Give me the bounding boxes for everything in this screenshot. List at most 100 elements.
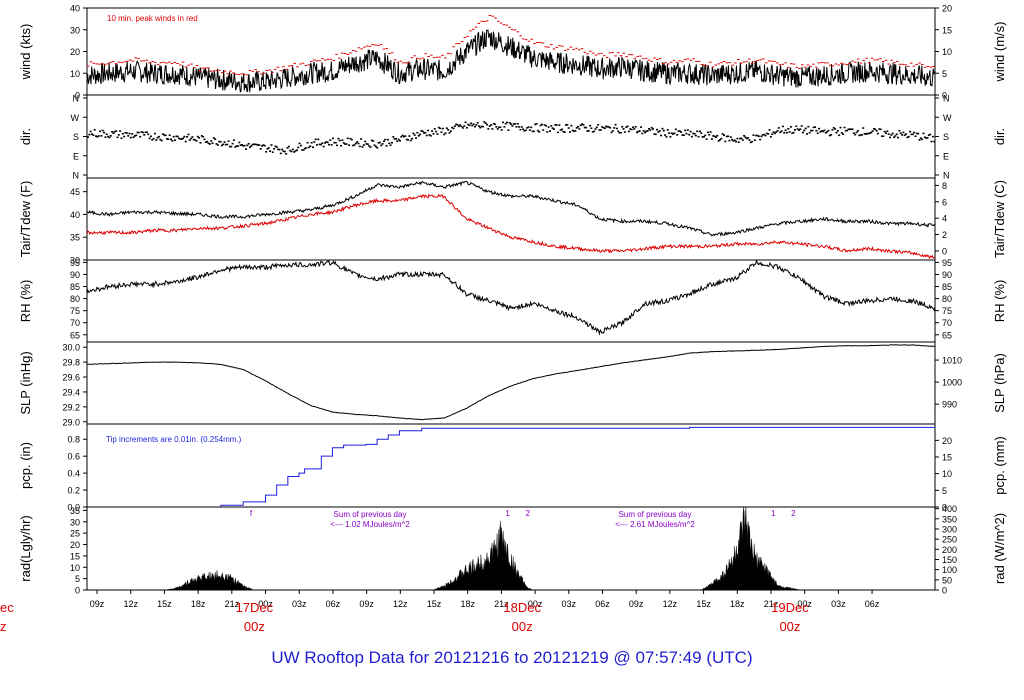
direction-dot [752, 134, 755, 136]
direction-dot [476, 122, 479, 124]
y-tick-label-right: 5 [942, 486, 947, 496]
direction-dot [353, 144, 356, 146]
direction-dot [637, 130, 640, 133]
direction-dot [507, 129, 510, 132]
y-tick-label-right: 5 [942, 69, 947, 79]
direction-dot [556, 131, 559, 134]
direction-dot [143, 134, 146, 136]
direction-dot [92, 134, 95, 137]
direction-dot [579, 124, 582, 127]
direction-dot [721, 133, 724, 135]
direction-dot [461, 127, 464, 129]
direction-dot [615, 127, 618, 130]
direction-dot [91, 133, 94, 136]
direction-dot [702, 135, 705, 138]
y-tick-label-left: 0.2 [67, 486, 80, 496]
direction-dot [188, 139, 191, 141]
direction-dot [895, 133, 898, 136]
direction-dot [179, 138, 182, 140]
direction-dot [635, 131, 638, 134]
direction-dot [95, 135, 98, 137]
direction-dot [333, 141, 336, 144]
direction-dot [511, 125, 514, 127]
direction-dot [528, 129, 531, 131]
direction-dot [749, 141, 752, 144]
direction-dot [222, 143, 225, 146]
direction-dot [732, 140, 735, 142]
direction-dot [800, 125, 803, 127]
direction-dot [494, 123, 497, 126]
x-tick-label: 15z [696, 599, 711, 609]
direction-dot [716, 134, 719, 137]
direction-dot [718, 139, 721, 141]
direction-dot [337, 137, 340, 140]
direction-dot [350, 138, 353, 141]
y-tick-label-left: N [73, 171, 80, 181]
direction-dot [769, 135, 772, 138]
direction-dot [228, 145, 231, 148]
direction-dot [858, 134, 861, 137]
direction-dot [652, 128, 655, 130]
direction-dot [178, 137, 181, 140]
y-tick-label-left: 80 [70, 294, 80, 304]
direction-dot [548, 130, 551, 132]
direction-dot [645, 130, 648, 133]
direction-dot [88, 133, 91, 136]
direction-dot [793, 129, 796, 131]
direction-dot [922, 132, 925, 135]
direction-dot [631, 126, 634, 129]
y-axis-title-right: Tair/Tdew (C) [992, 180, 1007, 258]
direction-dot [161, 133, 164, 135]
y-tick-label-left: 30 [70, 517, 80, 527]
y-tick-label-right: 20 [942, 4, 952, 14]
direction-dot [424, 131, 427, 134]
direction-dot [254, 143, 257, 146]
y-tick-label-right: 1010 [942, 356, 962, 366]
y-axis-title-right: wind (m/s) [992, 22, 1007, 83]
direction-dot [518, 126, 521, 128]
direction-dot [844, 129, 847, 132]
direction-dot [216, 144, 219, 146]
direction-dot [923, 136, 926, 139]
direction-dot [755, 134, 758, 137]
direction-dot [846, 129, 849, 132]
direction-dot [285, 153, 288, 155]
y-tick-label-right: 350 [942, 514, 957, 524]
direction-dot [646, 130, 649, 132]
direction-dot [785, 131, 788, 134]
direction-dot [270, 144, 273, 146]
direction-dot [847, 128, 850, 131]
direction-dot [175, 135, 178, 138]
direction-dot [826, 131, 829, 133]
direction-dot [266, 148, 269, 150]
y-tick-label-right: N [943, 94, 950, 104]
direction-dot [437, 126, 440, 129]
direction-dot [448, 131, 451, 134]
direction-dot [89, 130, 92, 133]
direction-dot [839, 126, 842, 129]
x-tick-label: 00z [797, 599, 812, 609]
direction-dot [321, 142, 324, 145]
chart-title: UW Rooftop Data for 20121216 to 20121219… [271, 648, 753, 667]
direction-dot [303, 147, 306, 150]
y-tick-label-left: 25 [70, 529, 80, 539]
direction-dot [305, 147, 308, 149]
direction-dot [665, 136, 668, 138]
direction-dot [455, 123, 458, 126]
y-tick-label-left: 40 [70, 4, 80, 14]
series-line-rh [87, 260, 935, 336]
y-tick-label-left: 20 [70, 540, 80, 550]
precipitation-line [87, 426, 935, 507]
direction-dot [761, 134, 764, 136]
direction-dot [120, 137, 123, 140]
direction-dot [115, 130, 118, 132]
direction-dot [914, 135, 917, 138]
direction-dot [251, 143, 254, 146]
direction-dot [165, 138, 168, 140]
y-tick-label-left: 95 [70, 258, 80, 268]
direction-dot [903, 134, 906, 136]
direction-dot [163, 134, 166, 136]
direction-dot [708, 133, 711, 136]
direction-dot [692, 132, 695, 135]
direction-dot [672, 133, 675, 135]
